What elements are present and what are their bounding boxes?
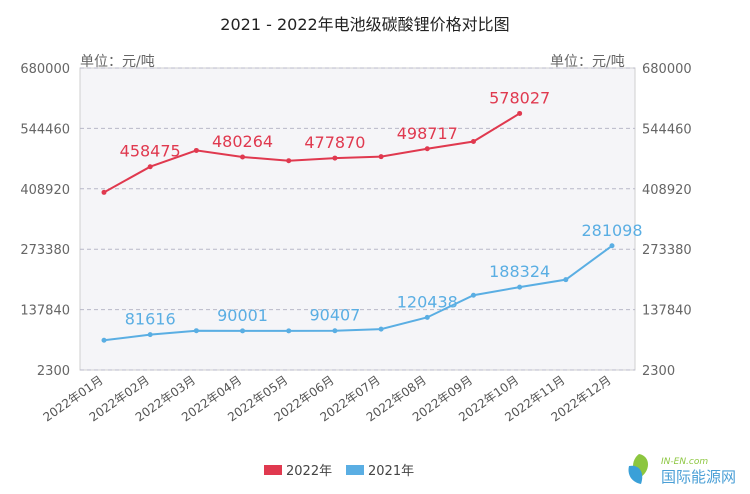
y-tick-label-right: 273380 xyxy=(642,243,692,258)
data-point[interactable] xyxy=(286,158,292,164)
data-label: 498717 xyxy=(397,124,458,143)
data-point[interactable] xyxy=(240,328,246,334)
legend-label: 2022年 xyxy=(286,464,332,479)
y-tick-label-left: 273380 xyxy=(20,243,70,258)
y-tick-label-right: 137840 xyxy=(642,304,692,319)
data-point[interactable] xyxy=(147,332,153,338)
watermark-brand: IN-EN.com xyxy=(661,457,708,467)
y-tick-label-left: 680000 xyxy=(20,62,70,77)
y-tick-label-left: 137840 xyxy=(20,304,70,319)
data-point[interactable] xyxy=(240,154,246,160)
legend-swatch xyxy=(346,465,364,475)
data-label: 480264 xyxy=(212,132,273,151)
data-point[interactable] xyxy=(517,110,523,116)
legend-label: 2021年 xyxy=(368,464,414,479)
data-point[interactable] xyxy=(101,337,107,343)
y-tick-label-left: 544460 xyxy=(20,122,70,137)
series-line-1 xyxy=(103,112,521,194)
data-point[interactable] xyxy=(470,139,476,145)
unit-label-right: 单位：元/吨 xyxy=(550,54,625,70)
y-tick-label-left: 2300 xyxy=(37,364,70,379)
gridlines xyxy=(80,67,635,371)
data-point[interactable] xyxy=(424,146,430,152)
x-axis: 2022年01月2022年02月2022年03月2022年04月2022年05月… xyxy=(41,373,614,425)
data-point[interactable] xyxy=(101,189,107,195)
data-point[interactable] xyxy=(470,292,476,298)
data-label: 120438 xyxy=(397,292,458,311)
data-label: 578027 xyxy=(489,88,550,107)
data-label: 281098 xyxy=(581,221,642,240)
data-point[interactable] xyxy=(378,154,384,160)
y-tick-label-right: 544460 xyxy=(642,122,692,137)
data-point[interactable] xyxy=(563,277,569,283)
data-point[interactable] xyxy=(286,328,292,334)
plot-area xyxy=(79,67,636,371)
y-axis-right: 680000 544460 408920 273380 137840 2300 xyxy=(642,62,692,379)
chart-title: 2021 - 2022年电池级碳酸锂价格对比图 xyxy=(220,15,509,34)
series-group: 458475 480264 477870 498717 578027 81616 90001… xyxy=(101,88,643,343)
y-tick-label-right: 408920 xyxy=(642,183,692,198)
data-label: 90407 xyxy=(309,306,360,325)
data-label: 90001 xyxy=(217,306,268,325)
leaf-logo-icon xyxy=(628,454,648,484)
data-point[interactable] xyxy=(332,328,338,334)
data-point[interactable] xyxy=(193,328,199,334)
data-point[interactable] xyxy=(609,243,615,249)
unit-label-left: 单位：元/吨 xyxy=(80,54,155,70)
data-label: 188324 xyxy=(489,262,550,281)
y-tick-label-right: 2300 xyxy=(642,364,675,379)
plot-background xyxy=(79,67,636,371)
legend-swatch xyxy=(264,465,282,475)
y-tick-label-right: 680000 xyxy=(642,62,692,77)
data-point[interactable] xyxy=(378,326,384,332)
data-point[interactable] xyxy=(147,164,153,170)
y-tick-label-left: 408920 xyxy=(20,183,70,198)
data-label: 458475 xyxy=(120,142,181,161)
data-point[interactable] xyxy=(517,284,523,290)
data-point[interactable] xyxy=(193,147,199,153)
data-point[interactable] xyxy=(424,314,430,320)
data-label: 477870 xyxy=(304,133,365,152)
watermark-logo: IN-EN.com 国际能源网 xyxy=(625,450,750,490)
data-label: 81616 xyxy=(125,310,176,329)
legend[interactable]: 2022年 2021年 xyxy=(264,464,414,479)
series-line-2 xyxy=(103,244,613,342)
y-axis-left: 680000 544460 408920 273380 137840 2300 xyxy=(20,62,70,379)
data-point[interactable] xyxy=(332,155,338,161)
watermark-name: 国际能源网 xyxy=(661,468,736,486)
